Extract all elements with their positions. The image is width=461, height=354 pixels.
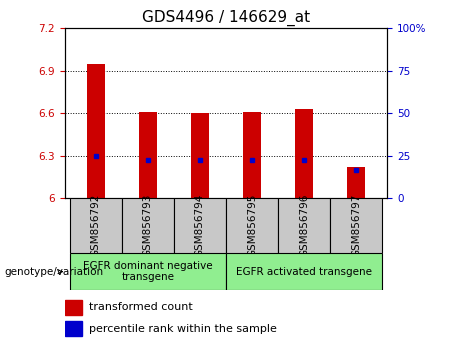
Bar: [191, 113, 209, 198]
FancyBboxPatch shape: [122, 198, 174, 253]
FancyBboxPatch shape: [70, 253, 226, 290]
Text: GSM856793: GSM856793: [143, 194, 153, 257]
Text: genotype/variation: genotype/variation: [5, 267, 104, 277]
Text: GSM856796: GSM856796: [299, 194, 309, 257]
Bar: [243, 112, 261, 198]
Text: EGFR activated transgene: EGFR activated transgene: [236, 267, 372, 277]
FancyBboxPatch shape: [278, 198, 330, 253]
Bar: [65, 321, 83, 336]
Bar: [347, 167, 365, 198]
Title: GDS4496 / 146629_at: GDS4496 / 146629_at: [142, 9, 310, 25]
Text: EGFR dominant negative
transgene: EGFR dominant negative transgene: [83, 261, 213, 282]
Bar: [295, 109, 313, 198]
Text: percentile rank within the sample: percentile rank within the sample: [89, 324, 277, 333]
Text: transformed count: transformed count: [89, 302, 193, 312]
Bar: [87, 64, 105, 198]
Bar: [139, 112, 157, 198]
Text: GSM856792: GSM856792: [91, 194, 101, 257]
FancyBboxPatch shape: [226, 253, 382, 290]
Bar: [65, 300, 83, 315]
FancyBboxPatch shape: [226, 198, 278, 253]
FancyBboxPatch shape: [70, 198, 122, 253]
Text: GSM856797: GSM856797: [351, 194, 361, 257]
FancyBboxPatch shape: [174, 198, 226, 253]
Text: GSM856795: GSM856795: [247, 194, 257, 257]
Text: GSM856794: GSM856794: [195, 194, 205, 257]
FancyBboxPatch shape: [330, 198, 382, 253]
